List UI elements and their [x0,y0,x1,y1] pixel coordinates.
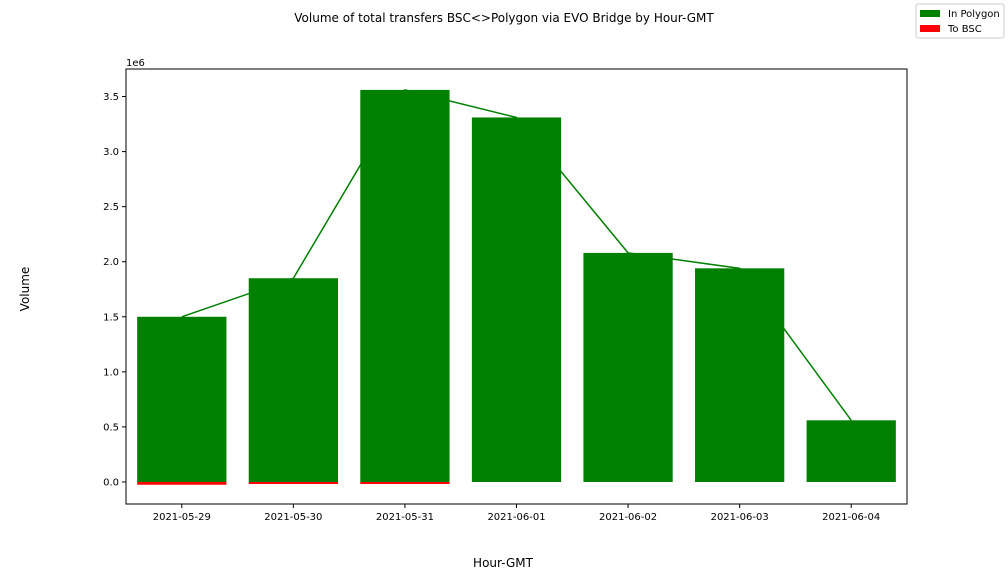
y-offset-label: 1e6 [126,58,145,69]
x-tick-label: 2021-05-29 [153,512,211,523]
x-tick-label: 2021-06-04 [822,512,880,523]
bar-to-bsc-2021-05-29 [137,481,227,485]
bar-in-polygon-2021-06-03 [695,268,785,482]
y-tick-label: 1.5 [103,312,119,323]
axes: 0.0 0.5 1.0 1.5 2.0 2.5 3.0 3.5 2021-05-29 2021-0… [103,68,908,523]
legend-label-in-polygon: In Polygon [948,9,1000,20]
legend-swatch-to-bsc [920,25,940,32]
x-tick-label: 2021-06-01 [487,512,545,523]
x-tick-label: 2021-05-30 [264,512,322,523]
bar-to-bsc-2021-05-31 [360,481,450,484]
x-tick-label: 2021-05-31 [376,512,434,523]
bar-to-bsc-2021-05-30 [248,481,338,484]
bar-in-polygon-2021-05-29 [137,316,227,482]
bar-in-polygon-2021-05-30 [248,278,338,482]
y-tick-label: 1.0 [103,367,119,378]
x-tick-label: 2021-06-03 [711,512,769,523]
chart-title: Volume of total transfers BSC<>Polygon v… [294,11,714,25]
y-tick-label: 2.0 [103,257,119,268]
bar-in-polygon-2021-05-31 [360,89,450,482]
bar-in-polygon-2021-06-02 [583,252,673,482]
volume-line [181,89,852,421]
y-tick-label: 0.0 [103,477,119,488]
x-tick-label: 2021-06-02 [599,512,657,523]
bar-in-polygon-2021-06-01 [471,117,562,482]
legend: In Polygon To BSC [915,3,1005,39]
y-tick-label: 3.5 [103,92,119,103]
legend-swatch-in-polygon [920,10,940,17]
y-tick-label: 2.5 [103,202,119,213]
y-tick-label: 3.0 [103,147,119,158]
legend-label-to-bsc: To BSC [947,24,982,35]
x-axis-label: Hour-GMT [473,556,534,570]
bar-in-polygon-2021-06-04 [806,420,896,482]
plot-area [137,89,896,485]
y-tick-label: 0.5 [103,422,119,433]
y-axis-label: Volume [18,267,32,312]
